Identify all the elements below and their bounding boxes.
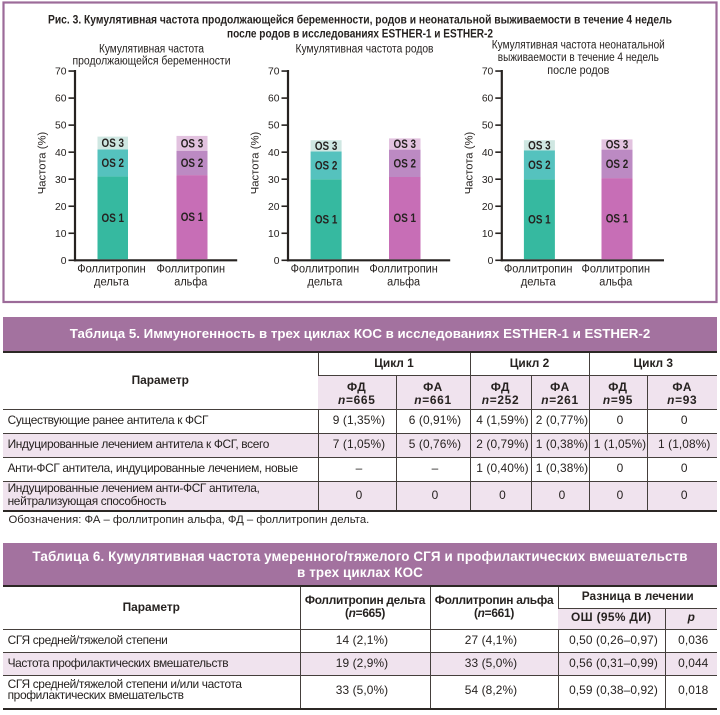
svg-text:OS 3: OS 3 — [394, 139, 417, 151]
svg-text:70: 70 — [268, 67, 280, 78]
svg-text:OS 1: OS 1 — [181, 212, 204, 224]
svg-text:Фоллитропин: Фоллитропин — [504, 264, 573, 276]
svg-text:OS 1: OS 1 — [528, 214, 551, 226]
svg-text:70: 70 — [55, 67, 67, 78]
svg-text:50: 50 — [482, 121, 494, 132]
svg-text:40: 40 — [268, 148, 280, 159]
svg-text:0: 0 — [274, 256, 280, 267]
svg-text:альфа: альфа — [387, 276, 421, 288]
svg-text:OS 3: OS 3 — [315, 141, 338, 153]
svg-text:50: 50 — [55, 121, 67, 132]
svg-text:Фоллитропин: Фоллитропин — [157, 264, 226, 276]
svg-text:0: 0 — [61, 256, 67, 267]
svg-text:OS 2: OS 2 — [102, 158, 125, 170]
svg-text:OS 2: OS 2 — [315, 160, 338, 172]
svg-text:0: 0 — [488, 256, 494, 267]
svg-text:Частота (%): Частота (%) — [250, 131, 262, 194]
svg-text:альфа: альфа — [599, 276, 633, 288]
svg-text:OS 1: OS 1 — [606, 214, 629, 226]
svg-text:OS 3: OS 3 — [181, 138, 204, 150]
svg-text:OS 3: OS 3 — [606, 140, 629, 152]
svg-text:OS 2: OS 2 — [394, 158, 417, 170]
svg-text:дельта: дельта — [307, 276, 343, 288]
svg-text:Кумулятивная частота: Кумулятивная частота — [99, 44, 205, 56]
svg-text:дельта: дельта — [94, 276, 130, 288]
svg-text:продолжающейся беременности: продолжающейся беременности — [73, 55, 231, 67]
svg-text:Кумулятивная частота родов: Кумулятивная частота родов — [296, 44, 434, 56]
svg-text:10: 10 — [268, 229, 280, 240]
svg-text:Частота (%): Частота (%) — [463, 131, 475, 194]
svg-text:OS 2: OS 2 — [528, 160, 551, 172]
svg-text:OS 1: OS 1 — [102, 213, 125, 225]
svg-text:дельта: дельта — [521, 276, 557, 288]
svg-text:Рис. 3. Кумулятивная частота п: Рис. 3. Кумулятивная частота продолжающе… — [48, 12, 672, 26]
svg-text:60: 60 — [55, 94, 67, 105]
svg-text:Фоллитропин: Фоллитропин — [369, 264, 438, 276]
svg-text:20: 20 — [55, 202, 67, 213]
svg-text:альфа: альфа — [174, 276, 208, 288]
svg-text:30: 30 — [482, 175, 494, 186]
svg-text:30: 30 — [55, 175, 67, 186]
svg-text:выживаемости в течение 4 недел: выживаемости в течение 4 недель — [498, 52, 659, 64]
svg-text:60: 60 — [268, 94, 280, 105]
svg-text:OS 3: OS 3 — [528, 140, 551, 152]
svg-text:10: 10 — [482, 229, 494, 240]
svg-text:40: 40 — [482, 148, 494, 159]
svg-text:OS 2: OS 2 — [181, 158, 204, 170]
svg-text:после родов: после родов — [547, 65, 609, 77]
svg-text:70: 70 — [482, 67, 494, 78]
svg-text:60: 60 — [482, 94, 494, 105]
svg-text:Частота (%): Частота (%) — [37, 131, 49, 194]
svg-text:20: 20 — [268, 202, 280, 213]
svg-text:Фоллитропин: Фоллитропин — [582, 264, 651, 276]
svg-text:50: 50 — [268, 121, 280, 132]
svg-text:OS 1: OS 1 — [394, 213, 417, 225]
svg-text:20: 20 — [482, 202, 494, 213]
svg-text:OS 3: OS 3 — [102, 138, 125, 150]
svg-text:OS 1: OS 1 — [315, 214, 338, 226]
svg-text:Фоллитропин: Фоллитропин — [291, 264, 360, 276]
svg-text:после родов в исследованиях ES: после родов в исследованиях ESTHER-1 и E… — [227, 27, 493, 41]
svg-text:Кумулятивная частота неонаталь: Кумулятивная частота неонатальной — [492, 40, 665, 52]
svg-text:OS 2: OS 2 — [606, 159, 629, 171]
svg-text:30: 30 — [268, 175, 280, 186]
svg-text:Фоллитропин: Фоллитропин — [77, 264, 146, 276]
svg-text:10: 10 — [55, 229, 67, 240]
svg-text:40: 40 — [55, 148, 67, 159]
